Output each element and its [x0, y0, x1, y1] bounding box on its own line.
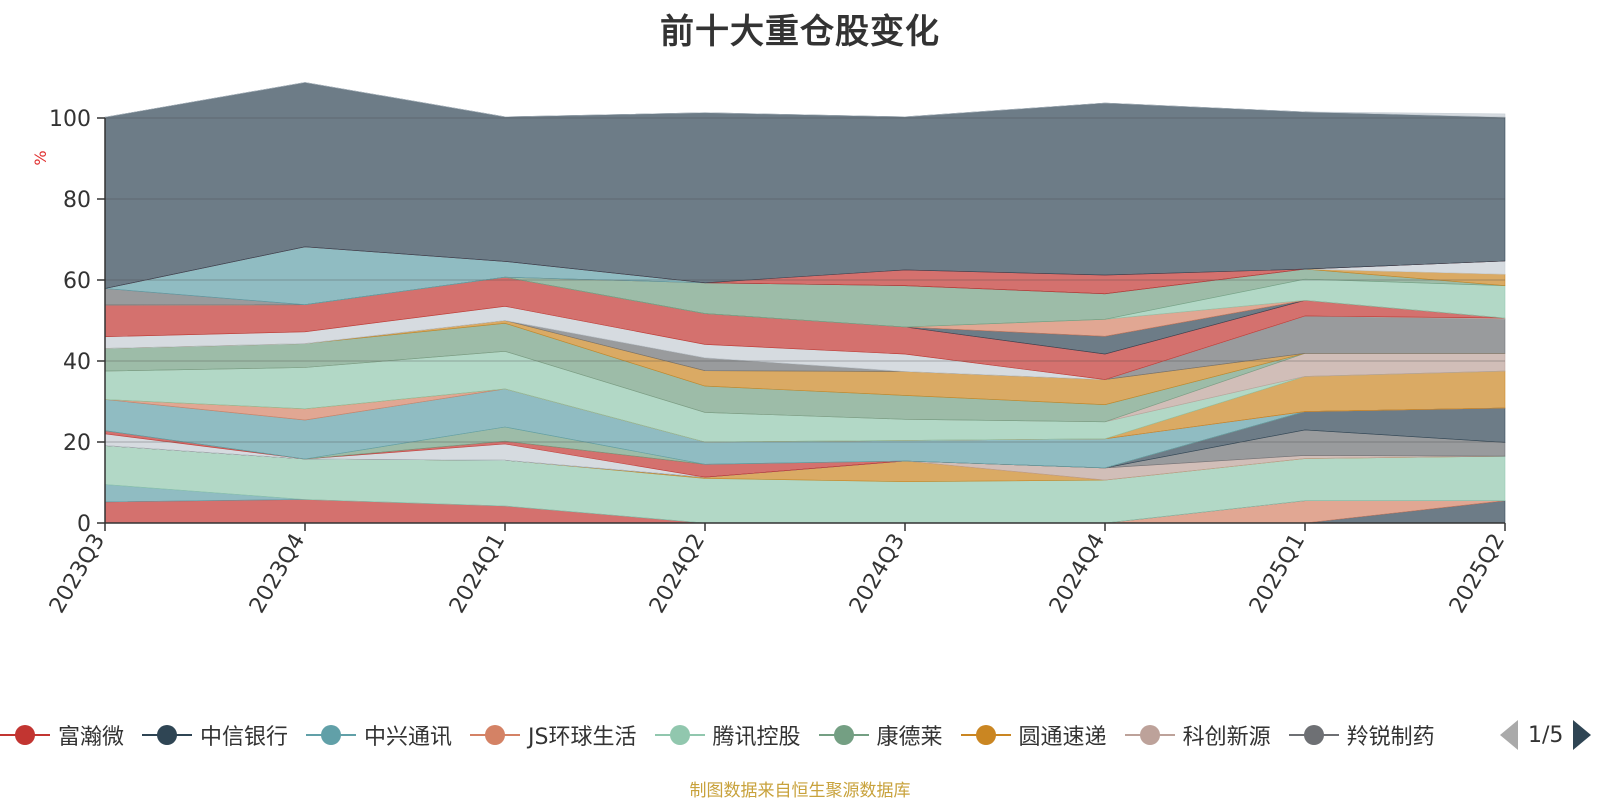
y-axis-unit-label: %	[31, 150, 50, 165]
source-note: 制图数据来自恒生聚源数据库	[689, 781, 911, 801]
legend-symbol-icon	[960, 725, 1011, 745]
legend-item-3[interactable]: JS环球生活	[470, 715, 637, 755]
legend-next-page-button[interactable]	[1573, 720, 1592, 750]
x-tick-label-2024Q2: 2024Q2	[645, 530, 710, 618]
y-tick-label-80: 80	[63, 188, 91, 213]
legend-label: 中兴通讯	[364, 725, 453, 750]
stacked-area-chart: 0 20 40 60 80 100 2023Q3 2023Q4 2024Q1 2024Q2 2024…	[31, 82, 1510, 618]
legend-label: 康德莱	[876, 725, 943, 750]
legend-symbol-icon	[1124, 725, 1175, 745]
legend-symbol-icon	[470, 725, 521, 745]
legend-item-2[interactable]: 中兴通讯	[306, 715, 452, 755]
x-tick-label-2024Q1: 2024Q1	[445, 530, 510, 618]
legend-item-5[interactable]: 康德莱	[818, 715, 943, 755]
legend-item-1[interactable]: 中信银行	[142, 715, 288, 755]
legend-item-6[interactable]: 圆通速递	[960, 715, 1107, 755]
legend-label: 羚锐制药	[1346, 725, 1435, 750]
legend-symbol-icon	[818, 725, 869, 745]
legend-item-0[interactable]: 富瀚微	[0, 715, 124, 755]
x-tick-label-2024Q3: 2024Q3	[845, 530, 910, 618]
legend-symbol-icon	[1288, 725, 1339, 745]
legend-label: 腾讯控股	[712, 725, 801, 750]
x-tick-label-2024Q4: 2024Q4	[1045, 530, 1110, 618]
legend-item-4[interactable]: 腾讯控股	[654, 715, 801, 755]
legend-pager: 1/5	[1500, 718, 1592, 752]
area-series-33[interactable]	[104, 82, 1506, 118]
y-tick-label-40: 40	[63, 350, 91, 375]
chart-title: 前十大重仓股变化	[660, 12, 940, 52]
legend-label: 富瀚微	[58, 725, 125, 750]
x-tick-label-2023Q3: 2023Q3	[45, 530, 110, 618]
legend-label: JS环球生活	[528, 725, 637, 750]
legend-prev-page-button[interactable]	[1500, 720, 1518, 750]
legend-item-7[interactable]: 科创新源	[1124, 715, 1271, 755]
y-tick-label-0: 0	[77, 512, 91, 537]
y-tick-label-100: 100	[49, 107, 91, 132]
x-tick-label-2023Q4: 2023Q4	[245, 530, 310, 618]
legend-symbol-icon	[654, 725, 705, 745]
y-tick-label-60: 60	[63, 269, 91, 294]
x-tick-label-2025Q2: 2025Q2	[1445, 530, 1510, 618]
legend-label: 中信银行	[200, 725, 289, 750]
y-tick-label-20: 20	[63, 431, 91, 456]
legend: 富瀚微 中信银行 中兴通讯 JS环球生活 腾讯控股 康德莱 圆通速递 科创新源 羚锐制药	[0, 715, 1480, 755]
x-tick-label-2025Q1: 2025Q1	[1245, 530, 1310, 618]
area-series-group	[104, 82, 1506, 524]
legend-symbol-icon	[306, 725, 357, 745]
legend-item-8[interactable]: 羚锐制药	[1288, 715, 1435, 755]
legend-symbol-icon	[142, 725, 193, 745]
legend-label: 圆通速递	[1018, 725, 1107, 750]
legend-label: 科创新源	[1182, 725, 1271, 750]
legend-page-indicator: 1/5	[1528, 722, 1564, 748]
legend-symbol-icon	[0, 725, 50, 745]
